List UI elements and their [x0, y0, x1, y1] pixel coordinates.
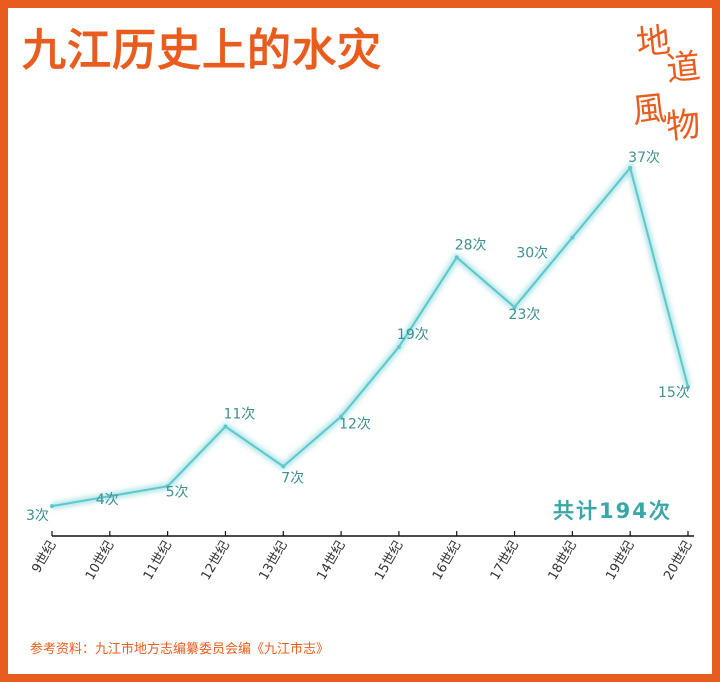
data-point — [454, 255, 459, 260]
x-tick-label: 12世纪 — [199, 539, 233, 583]
x-tick-label: 20世纪 — [661, 539, 695, 583]
x-tick-label: 14世纪 — [314, 539, 348, 583]
series-line-glow — [51, 160, 692, 510]
data-point — [223, 424, 228, 429]
data-point — [512, 305, 517, 310]
data-point — [165, 484, 170, 489]
data-point — [686, 384, 690, 389]
data-point — [628, 165, 633, 170]
data-point — [396, 344, 401, 349]
data-point — [339, 414, 344, 419]
x-tick-label: 17世纪 — [488, 539, 522, 583]
data-label: 12次 — [339, 417, 371, 433]
data-label: 11次 — [223, 407, 255, 423]
data-label: 30次 — [516, 246, 548, 262]
data-label: 23次 — [509, 307, 541, 323]
total-count-label: 共计194次 — [553, 499, 672, 523]
data-label: 15次 — [658, 385, 690, 401]
data-label: 19次 — [397, 327, 429, 343]
x-tick-label: 16世纪 — [430, 539, 464, 583]
x-tick-label: 13世纪 — [256, 539, 290, 583]
x-tick-label: 19世纪 — [603, 539, 637, 583]
x-tick-label: 9世纪 — [29, 539, 59, 576]
data-point — [107, 494, 112, 499]
data-point — [570, 235, 575, 240]
chart-title: 九江历史上的水灾 — [22, 25, 382, 76]
data-label: 7次 — [281, 470, 304, 486]
series-line — [51, 165, 689, 508]
x-tick-label: 18世纪 — [546, 539, 580, 583]
data-label: 3次 — [26, 508, 49, 524]
x-tick-label: 10世纪 — [83, 539, 117, 583]
x-tick-label: 15世纪 — [372, 539, 406, 583]
source-note: 参考资料：九江市地方志编纂委员会编《九江市志》 — [30, 642, 330, 657]
data-label: 37次 — [628, 150, 660, 166]
data-point — [281, 464, 286, 469]
data-label: 28次 — [455, 237, 487, 253]
data-point — [50, 504, 54, 509]
data-label: 4次 — [96, 492, 119, 508]
x-tick-label: 11世纪 — [141, 539, 175, 583]
data-label: 5次 — [166, 484, 189, 500]
